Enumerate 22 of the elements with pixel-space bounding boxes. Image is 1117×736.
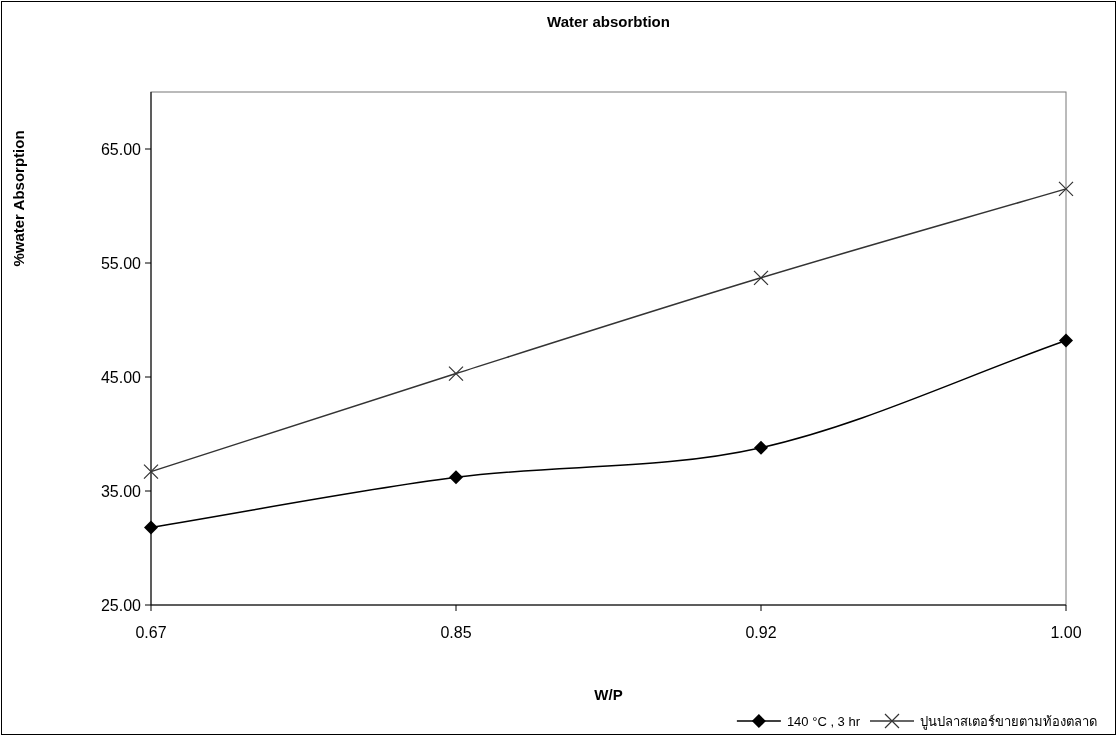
point: [143, 464, 159, 480]
x-tick-label: 0.85: [440, 624, 472, 641]
point: [1059, 333, 1073, 348]
x-tick-label: 0.92: [745, 624, 777, 641]
y-tick-label: 35.00: [100, 483, 142, 500]
point: [754, 440, 768, 455]
y-axis-title: %water Absorption: [10, 130, 27, 267]
y-tick-label: 25.00: [100, 597, 142, 614]
x-tick-label: 1.00: [1050, 624, 1082, 641]
x-tick-label: 0.67: [135, 624, 167, 641]
point: [1058, 181, 1074, 197]
legend-label: ปูนปลาสเตอร์ขายตามท้องตลาด: [920, 714, 1097, 730]
point: [144, 520, 158, 535]
x-axis-title: W/P: [594, 686, 623, 703]
point: [753, 270, 769, 286]
y-tick-label: 45.00: [100, 369, 142, 386]
legend-label: 140 °C , 3 hr: [786, 714, 861, 729]
y-tick-label: 65.00: [100, 141, 142, 158]
chart-title: Water absorbtion: [547, 13, 670, 30]
y-tick-label: 55.00: [100, 255, 142, 272]
point: [448, 365, 464, 382]
point: [449, 470, 463, 485]
